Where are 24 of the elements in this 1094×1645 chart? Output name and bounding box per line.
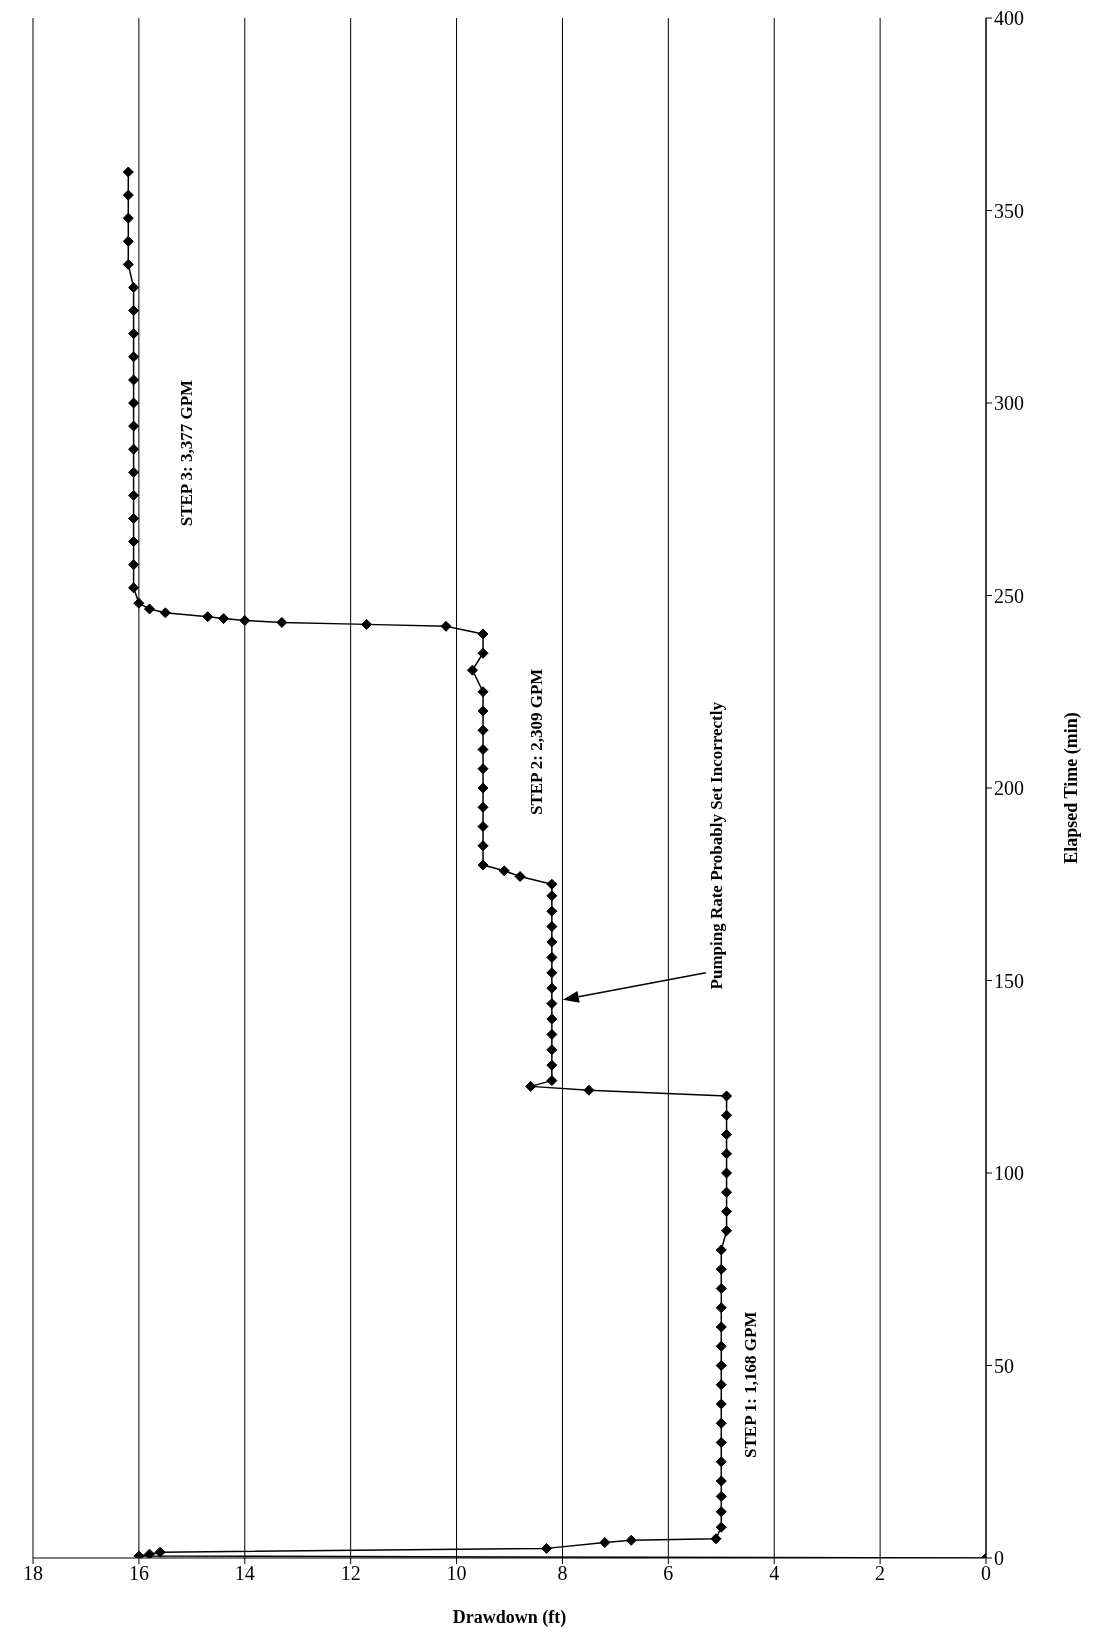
y-tick-label: 150 <box>994 969 1024 992</box>
x-tick-label: 10 <box>446 1562 467 1585</box>
annotation: Pumping Rate Probably Set Incorrectly <box>706 701 726 990</box>
y-tick-label: 0 <box>994 1547 1004 1570</box>
y-axis-title: Elapsed Time (min) <box>1061 712 1083 864</box>
x-tick-label: 8 <box>557 1562 568 1585</box>
y-tick-label: 350 <box>994 199 1024 222</box>
x-tick-label: 4 <box>769 1562 780 1585</box>
x-tick-label: 14 <box>234 1562 255 1585</box>
annotation: STEP 3: 3,377 GPM <box>176 379 196 527</box>
y-tick-label: 300 <box>994 392 1024 415</box>
x-tick-label: 18 <box>23 1562 43 1585</box>
y-tick-label: 200 <box>994 777 1024 800</box>
y-tick-label: 50 <box>994 1354 1014 1377</box>
y-tick-label: 250 <box>994 584 1024 607</box>
x-tick-label: 6 <box>663 1562 674 1585</box>
x-tick-label: 12 <box>340 1562 361 1585</box>
y-tick-label: 400 <box>994 7 1024 30</box>
x-tick-label: 16 <box>128 1562 149 1585</box>
annotation: STEP 2: 2,309 GPM <box>526 668 546 815</box>
annotation: STEP 1: 1,168 GPM <box>741 1311 761 1458</box>
x-axis-title: Drawdown (ft) <box>452 1607 567 1628</box>
x-tick-label: 2 <box>875 1562 886 1585</box>
y-tick-label: 100 <box>994 1162 1024 1185</box>
